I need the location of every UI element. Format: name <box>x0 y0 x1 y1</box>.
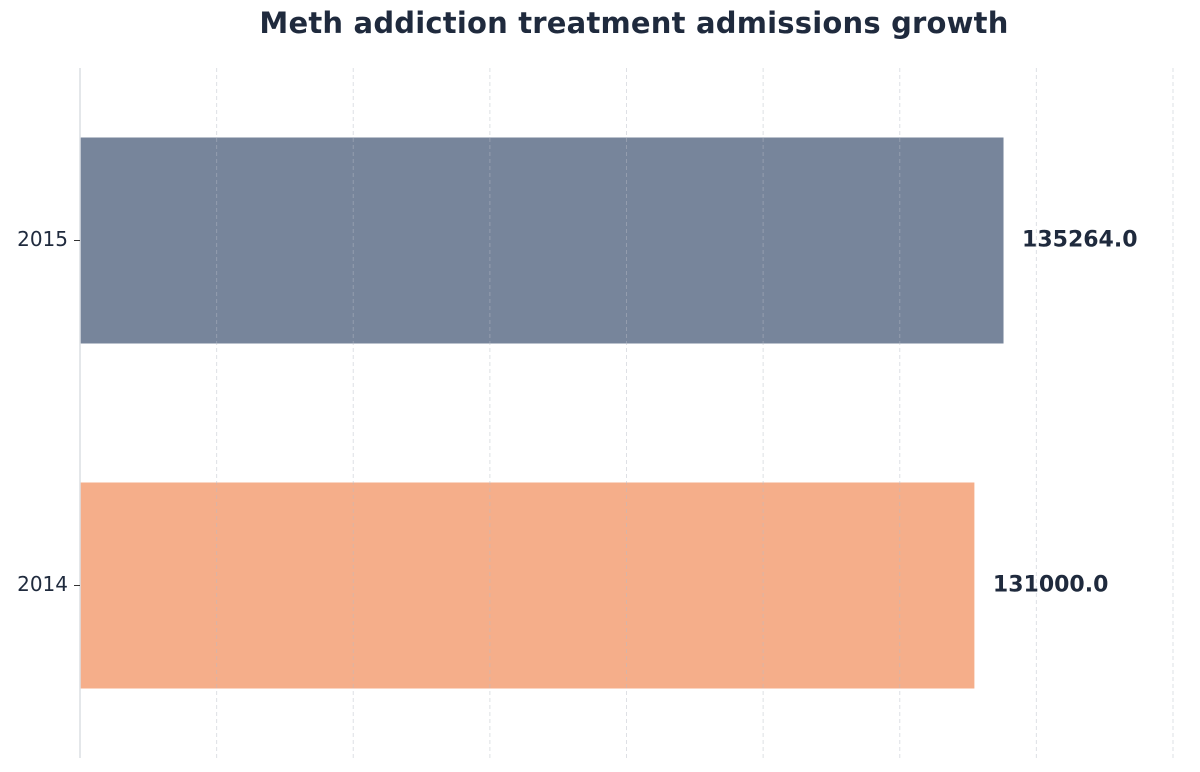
y-tick-label-2015: 2015 <box>17 227 68 251</box>
bar-2015 <box>79 136 1005 345</box>
value-label-2014: 131000.0 <box>993 573 1109 598</box>
bar-2014 <box>79 481 976 690</box>
value-label-2015: 135264.0 <box>1022 228 1138 253</box>
value-labels: 135264.0 131000.0 <box>993 228 1138 598</box>
y-ticks: 2015 2014 <box>17 227 80 596</box>
bars <box>79 136 1005 690</box>
chart-title: Meth addiction treatment admissions grow… <box>259 6 1009 40</box>
y-tick-label-2014: 2014 <box>17 572 68 596</box>
gridlines <box>216 68 1174 758</box>
